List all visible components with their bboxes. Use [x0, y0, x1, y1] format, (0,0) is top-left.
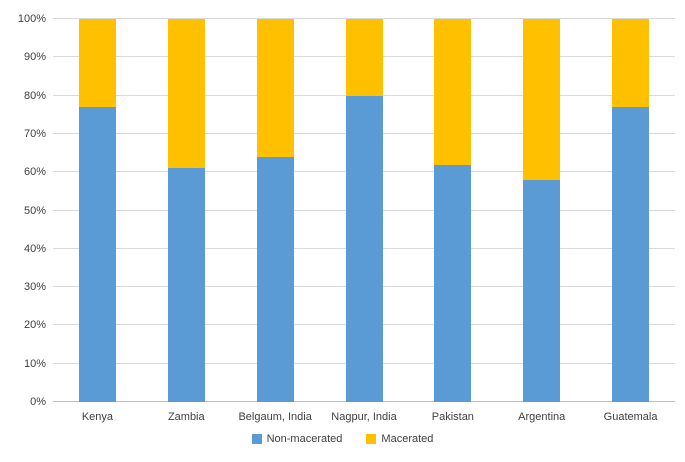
legend: Non-macerated Macerated	[0, 433, 685, 445]
x-tick-label: Nagpur, India	[331, 411, 397, 423]
y-tick-label: 60%	[23, 166, 46, 179]
legend-entry-macerated[interactable]: Macerated	[366, 433, 433, 445]
y-tick-label: 100%	[17, 13, 46, 25]
segment-macerated[interactable]	[345, 19, 383, 96]
segment-non-macerated[interactable]	[612, 107, 650, 402]
gridline-100%	[53, 18, 675, 19]
segment-non-macerated[interactable]	[434, 164, 472, 402]
legend-label: Non-macerated	[266, 433, 343, 445]
segment-macerated[interactable]	[523, 19, 561, 180]
segment-macerated[interactable]	[167, 19, 205, 169]
segment-macerated[interactable]	[612, 19, 650, 108]
segment-non-macerated[interactable]	[78, 107, 116, 402]
y-tick-label: 10%	[23, 357, 46, 370]
y-tick-label: 20%	[23, 319, 46, 332]
bar-nagpur-india[interactable]	[345, 19, 383, 402]
x-tick-label: Kenya	[81, 411, 114, 423]
y-tick-label: 40%	[23, 242, 46, 255]
segment-macerated[interactable]	[434, 19, 472, 165]
x-tick-label: Argentina	[518, 411, 566, 423]
bar-argentina[interactable]	[523, 19, 561, 402]
legend-label: Macerated	[381, 433, 434, 445]
segment-non-macerated[interactable]	[345, 95, 383, 402]
segment-macerated[interactable]	[78, 19, 116, 108]
y-tick-label: 50%	[23, 204, 46, 217]
y-tick-label: 70%	[23, 127, 46, 140]
x-tick-label: Belgaum, India	[238, 411, 312, 423]
plot-area	[53, 18, 675, 402]
bar-belgaum-india[interactable]	[256, 19, 294, 402]
segment-non-macerated[interactable]	[256, 156, 294, 402]
bar-pakistan[interactable]	[434, 19, 472, 402]
bar-guatemala[interactable]	[612, 19, 650, 402]
segment-non-macerated[interactable]	[167, 168, 205, 402]
y-tick-label: 30%	[23, 281, 46, 294]
y-tick-label: 0%	[30, 396, 46, 408]
y-tick-label: 80%	[23, 89, 46, 102]
bar-kenya[interactable]	[78, 19, 116, 402]
x-tick-label: Guatemala	[603, 411, 658, 423]
legend-entry-non-macerated[interactable]: Non-macerated	[251, 433, 343, 445]
legend-swatch-icon	[366, 434, 377, 444]
segment-macerated[interactable]	[256, 19, 294, 157]
segment-non-macerated[interactable]	[523, 179, 561, 402]
x-tick-label: Pakistan	[431, 411, 474, 423]
bar-zambia[interactable]	[167, 19, 205, 402]
x-tick-label: Zambia	[167, 411, 205, 423]
y-tick-label: 90%	[23, 51, 46, 64]
legend-swatch-icon	[251, 434, 262, 444]
